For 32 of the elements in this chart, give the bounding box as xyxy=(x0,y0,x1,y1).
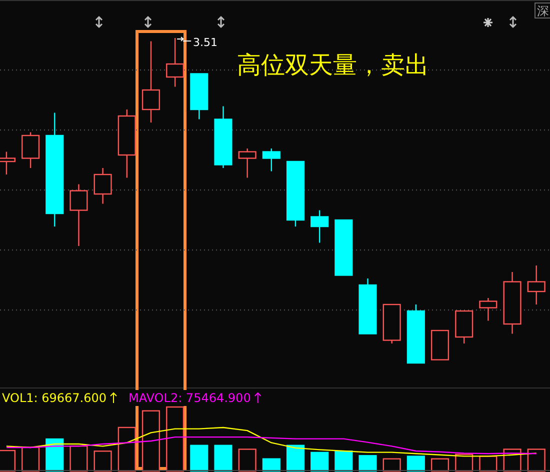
bar xyxy=(118,426,136,472)
bar xyxy=(430,458,450,472)
candlestick xyxy=(310,210,329,244)
bar xyxy=(286,444,305,472)
annotation: 3.51 xyxy=(193,36,218,49)
candlestick xyxy=(70,184,88,247)
bar xyxy=(22,446,40,472)
candlestick xyxy=(22,132,40,169)
candlestick xyxy=(262,148,280,172)
candlestick xyxy=(527,264,546,306)
candlestick xyxy=(479,297,498,322)
bar xyxy=(334,450,353,472)
bar xyxy=(382,458,401,472)
bar xyxy=(262,458,280,472)
candlestick xyxy=(166,37,184,88)
legend-label: VOL1: 69667.600 xyxy=(2,391,107,405)
bar xyxy=(190,444,208,472)
bar xyxy=(527,448,546,472)
bar xyxy=(94,450,112,472)
legend-label: MAVOL2: 75464.900 xyxy=(128,391,251,405)
candlestick xyxy=(142,40,160,124)
annotation: 高位双天量，卖出 xyxy=(237,51,429,79)
bar xyxy=(142,410,160,472)
candlestick xyxy=(238,148,256,178)
bar xyxy=(70,445,88,472)
bar xyxy=(310,452,329,472)
bar xyxy=(406,456,425,472)
bar xyxy=(358,455,377,472)
candlestick xyxy=(94,167,112,204)
text: 深 xyxy=(537,4,549,18)
bar xyxy=(238,448,256,472)
bar xyxy=(214,444,232,472)
